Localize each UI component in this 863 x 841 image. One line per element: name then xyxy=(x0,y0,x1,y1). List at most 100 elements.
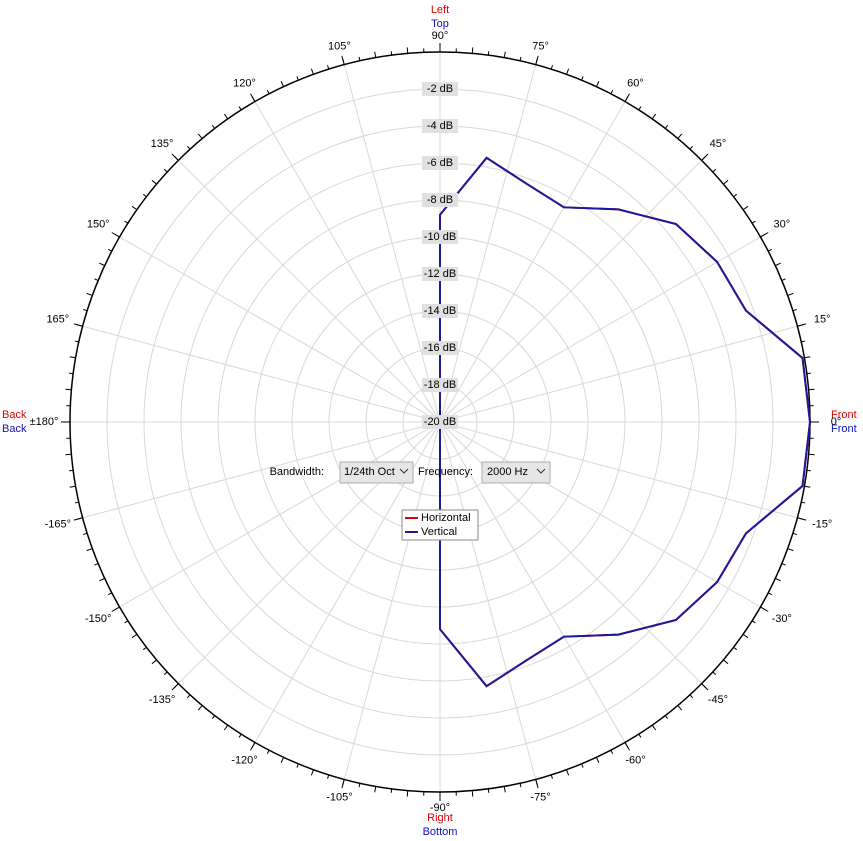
r-tick-label: -6 dB xyxy=(427,157,453,169)
minor-tick xyxy=(723,179,729,185)
r-tick-label: -10 dB xyxy=(424,231,456,243)
minor-tick xyxy=(86,548,93,552)
angle-label: -135° xyxy=(149,694,175,706)
r-tick-label: -18 dB xyxy=(424,379,456,391)
minor-tick xyxy=(808,453,815,456)
minor-tick xyxy=(99,262,105,267)
dropdown-arrow xyxy=(536,468,546,474)
angle-label: -15° xyxy=(812,518,832,530)
r-tick-label: -4 dB xyxy=(427,120,453,132)
minor-tick xyxy=(406,47,409,54)
minor-tick xyxy=(760,606,766,611)
angle-label: ±180° xyxy=(30,416,59,428)
minor-tick xyxy=(114,233,120,238)
frequency-label: Frequency: xyxy=(418,466,473,478)
minor-tick xyxy=(595,81,600,87)
r-tick-label: -14 dB xyxy=(424,305,456,317)
controls: Bandwidth: 1/24th Oct Frequency: 2000 Hz xyxy=(270,461,551,484)
direction-label: Back xyxy=(2,423,27,435)
minor-tick xyxy=(173,155,179,161)
minor-tick xyxy=(114,606,120,611)
angle-label: 0° xyxy=(831,416,842,428)
minor-tick xyxy=(197,705,203,711)
angle-label: 120° xyxy=(233,77,256,89)
angle-label: -165° xyxy=(45,518,71,530)
direction-label: Bottom xyxy=(423,826,458,838)
minor-tick xyxy=(651,724,657,731)
minor-tick xyxy=(677,705,683,711)
direction-label: Front xyxy=(831,423,857,435)
r-label-bg xyxy=(422,378,458,392)
minor-tick xyxy=(742,205,749,211)
minor-tick xyxy=(223,724,229,731)
r-label-bg xyxy=(422,119,458,133)
minor-tick xyxy=(69,485,76,488)
r-label-bg xyxy=(422,82,458,96)
minor-tick xyxy=(797,517,804,520)
minor-tick xyxy=(701,155,707,161)
minor-tick xyxy=(775,577,781,582)
direction-label: Back xyxy=(2,409,27,421)
minor-tick xyxy=(808,388,815,391)
minor-tick xyxy=(223,113,229,120)
legend: Horizontal Vertical xyxy=(401,509,479,541)
minor-tick xyxy=(310,769,314,776)
frequency-value: 2000 Hz xyxy=(487,466,528,478)
minor-tick xyxy=(624,742,629,748)
minor-tick xyxy=(374,51,377,58)
minor-tick xyxy=(69,356,76,359)
bandwidth-select[interactable] xyxy=(339,461,414,484)
minor-tick xyxy=(76,324,83,327)
minor-tick xyxy=(99,577,105,582)
minor-tick xyxy=(797,324,804,327)
minor-tick xyxy=(342,779,345,786)
minor-tick xyxy=(76,517,83,520)
minor-tick xyxy=(535,58,538,65)
angle-label: -45° xyxy=(708,694,728,706)
minor-tick xyxy=(151,179,157,185)
angle-label: 15° xyxy=(814,314,831,326)
minor-tick xyxy=(775,262,781,267)
minor-tick xyxy=(503,51,506,58)
legend-label: Vertical xyxy=(421,526,457,538)
angle-label: 105° xyxy=(328,41,351,53)
minor-tick xyxy=(342,58,345,65)
angle-label: -120° xyxy=(231,755,257,767)
angle-label: -30° xyxy=(772,613,792,625)
minor-tick xyxy=(787,292,794,296)
frequency-select[interactable] xyxy=(481,461,551,484)
angle-label: -150° xyxy=(85,613,111,625)
minor-tick xyxy=(471,790,474,797)
angle-label: 150° xyxy=(87,219,110,231)
minor-tick xyxy=(760,233,766,238)
angle-label: 165° xyxy=(46,314,69,326)
minor-tick xyxy=(251,96,256,102)
minor-tick xyxy=(406,790,409,797)
angle-label: 30° xyxy=(773,219,790,231)
r-label-bg xyxy=(422,193,458,207)
minor-tick xyxy=(742,633,749,639)
minor-tick xyxy=(471,47,474,54)
angle-label: 75° xyxy=(532,41,549,53)
minor-tick xyxy=(197,133,203,139)
angle-label: 90° xyxy=(432,30,449,42)
minor-tick xyxy=(131,633,138,639)
r-tick-label: -8 dB xyxy=(427,194,453,206)
foreground: 0° 15° 30° 45° 60° 75° 90° 105° 120° 135° 150° 165°… xyxy=(30,30,842,814)
direction-label: Right xyxy=(427,812,453,824)
angle-label: 60° xyxy=(627,77,644,89)
minor-tick xyxy=(131,205,138,211)
angle-label: -75° xyxy=(530,791,550,803)
direction-label: Top xyxy=(431,18,449,30)
angle-label: -105° xyxy=(326,791,352,803)
minor-tick xyxy=(280,81,285,87)
legend-label: Horizontal xyxy=(421,512,471,524)
minor-tick xyxy=(624,96,629,102)
minor-tick xyxy=(701,683,707,689)
angle-label: -90° xyxy=(430,802,450,814)
minor-tick xyxy=(566,68,570,75)
direction-label: Left xyxy=(431,4,449,16)
angle-label: -60° xyxy=(625,755,645,767)
direction-label: Front xyxy=(831,409,857,421)
